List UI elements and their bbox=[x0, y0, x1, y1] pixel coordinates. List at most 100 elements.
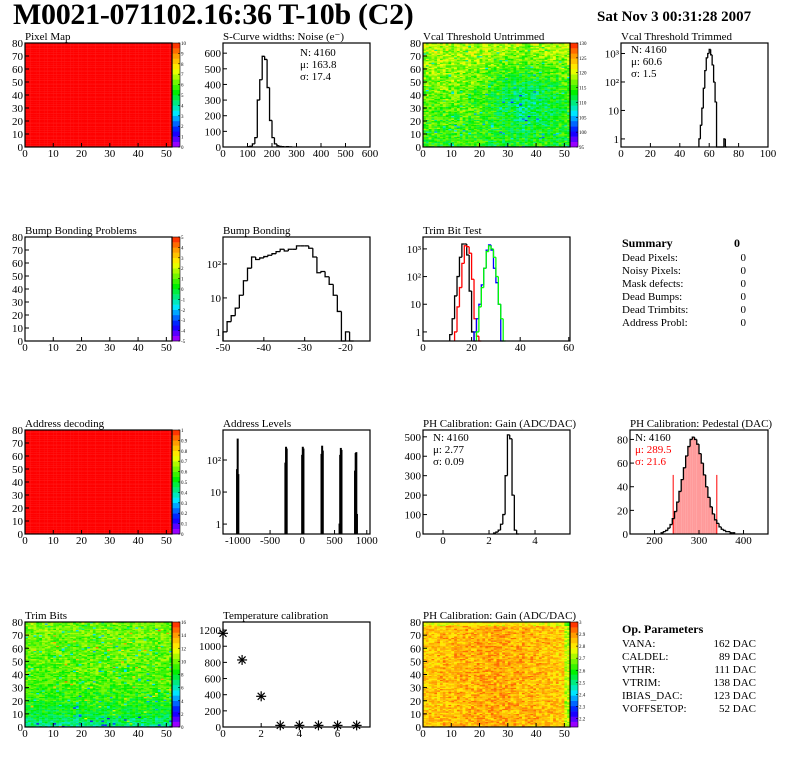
heatmap-cell bbox=[50, 118, 54, 120]
heatmap-cell bbox=[163, 98, 167, 101]
colorbar-band bbox=[172, 110, 180, 116]
heatmap-cell bbox=[146, 83, 150, 85]
heatmap-cell bbox=[169, 58, 173, 61]
heatmap-cell bbox=[64, 104, 68, 106]
heatmap-cell bbox=[510, 132, 514, 135]
heatmap-cell bbox=[499, 135, 503, 137]
heatmap-cell bbox=[118, 137, 122, 140]
heatmap-cell bbox=[33, 48, 37, 50]
heatmap-cell bbox=[163, 96, 167, 98]
heatmap-cell bbox=[140, 132, 144, 135]
heatmap-cell bbox=[87, 114, 91, 116]
heatmap-cell bbox=[50, 54, 54, 57]
heatmap-cell bbox=[98, 82, 102, 84]
heatmap-cell bbox=[47, 44, 51, 46]
heatmap-cell bbox=[75, 53, 79, 55]
heatmap-cell bbox=[558, 140, 562, 142]
heatmap-cell bbox=[44, 83, 48, 85]
heatmap-cell bbox=[78, 127, 82, 129]
x-tick-label: 0 bbox=[22, 148, 28, 160]
heatmap-cell bbox=[160, 137, 164, 140]
heatmap-cell bbox=[126, 97, 130, 100]
heatmap-cell bbox=[87, 130, 91, 132]
heatmap-cell bbox=[541, 132, 545, 135]
heatmap-cell bbox=[149, 65, 153, 67]
heatmap-cell bbox=[73, 87, 77, 89]
heatmap-cell bbox=[166, 43, 170, 45]
heatmap-cell bbox=[112, 54, 116, 57]
heatmap-cell bbox=[138, 75, 142, 77]
heatmap-cell bbox=[78, 105, 82, 107]
heatmap-cell bbox=[33, 113, 37, 115]
heatmap-cell bbox=[109, 57, 113, 59]
heatmap-cell bbox=[58, 75, 62, 77]
heatmap-cell bbox=[98, 65, 102, 67]
heatmap-cell bbox=[75, 92, 79, 94]
heatmap-cell bbox=[459, 143, 463, 145]
heatmap-cell bbox=[73, 136, 77, 139]
heatmap-cell bbox=[56, 121, 60, 123]
heatmap-cell bbox=[538, 144, 542, 146]
heatmap-cell bbox=[166, 67, 170, 70]
heatmap-cell bbox=[98, 70, 102, 72]
heatmap-cell bbox=[112, 121, 116, 123]
heatmap-cell bbox=[129, 65, 133, 67]
heatmap-cell bbox=[64, 44, 68, 46]
heatmap-cell bbox=[516, 134, 520, 136]
heatmap-cell bbox=[27, 66, 31, 68]
heatmap-cell bbox=[90, 63, 93, 66]
heatmap-cell bbox=[118, 118, 122, 120]
heatmap-cell bbox=[135, 113, 139, 115]
heatmap-cell bbox=[44, 84, 48, 87]
heatmap-cell bbox=[132, 85, 136, 88]
heatmap-cell bbox=[67, 70, 71, 72]
heatmap-cell bbox=[101, 121, 105, 123]
heatmap-cell bbox=[468, 143, 472, 145]
heatmap-cell bbox=[98, 56, 102, 58]
heatmap-cell bbox=[92, 108, 96, 110]
heatmap-cell bbox=[98, 114, 102, 116]
heatmap-cell bbox=[138, 93, 142, 96]
heatmap-cell bbox=[138, 69, 142, 71]
heatmap-cell bbox=[121, 121, 125, 123]
heatmap-cell bbox=[425, 132, 429, 135]
heatmap-cell bbox=[149, 59, 153, 62]
heatmap-cell bbox=[70, 57, 74, 59]
heatmap-cell bbox=[442, 131, 446, 133]
heatmap-cell bbox=[149, 89, 153, 92]
heatmap-cell bbox=[90, 70, 93, 72]
heatmap-cell bbox=[160, 136, 164, 139]
heatmap-cell bbox=[121, 134, 125, 136]
heatmap-cell bbox=[64, 100, 68, 102]
heatmap-cell bbox=[81, 54, 85, 57]
heatmap-cell bbox=[564, 137, 568, 140]
heatmap-cell bbox=[47, 52, 51, 54]
heatmap-cell bbox=[41, 102, 45, 105]
heatmap-cell bbox=[98, 93, 102, 96]
heatmap-cell bbox=[126, 117, 130, 119]
heatmap-cell bbox=[95, 117, 99, 119]
heatmap-cell bbox=[78, 108, 82, 110]
heatmap-cell bbox=[44, 108, 48, 110]
heatmap-cell bbox=[126, 57, 130, 59]
heatmap-cell bbox=[109, 44, 113, 46]
heatmap-cell bbox=[519, 135, 523, 137]
heatmap-cell bbox=[106, 143, 110, 145]
heatmap-cell bbox=[118, 115, 122, 118]
heatmap-cell bbox=[87, 74, 91, 76]
heatmap-cell bbox=[163, 80, 167, 83]
heatmap-cell bbox=[454, 131, 458, 133]
heatmap-cell bbox=[39, 109, 43, 111]
heatmap-cell bbox=[465, 130, 469, 132]
heatmap-cell bbox=[152, 98, 156, 101]
heatmap-cell bbox=[84, 106, 88, 109]
heatmap-cell bbox=[143, 108, 147, 110]
heatmap-cell bbox=[87, 141, 91, 144]
heatmap-cell bbox=[118, 114, 122, 116]
heatmap-cell bbox=[169, 61, 173, 63]
heatmap-cell bbox=[564, 132, 568, 135]
heatmap-cell bbox=[33, 100, 37, 102]
heatmap-cell bbox=[39, 123, 43, 126]
heatmap-cell bbox=[425, 134, 429, 136]
heatmap-cell bbox=[157, 119, 161, 122]
